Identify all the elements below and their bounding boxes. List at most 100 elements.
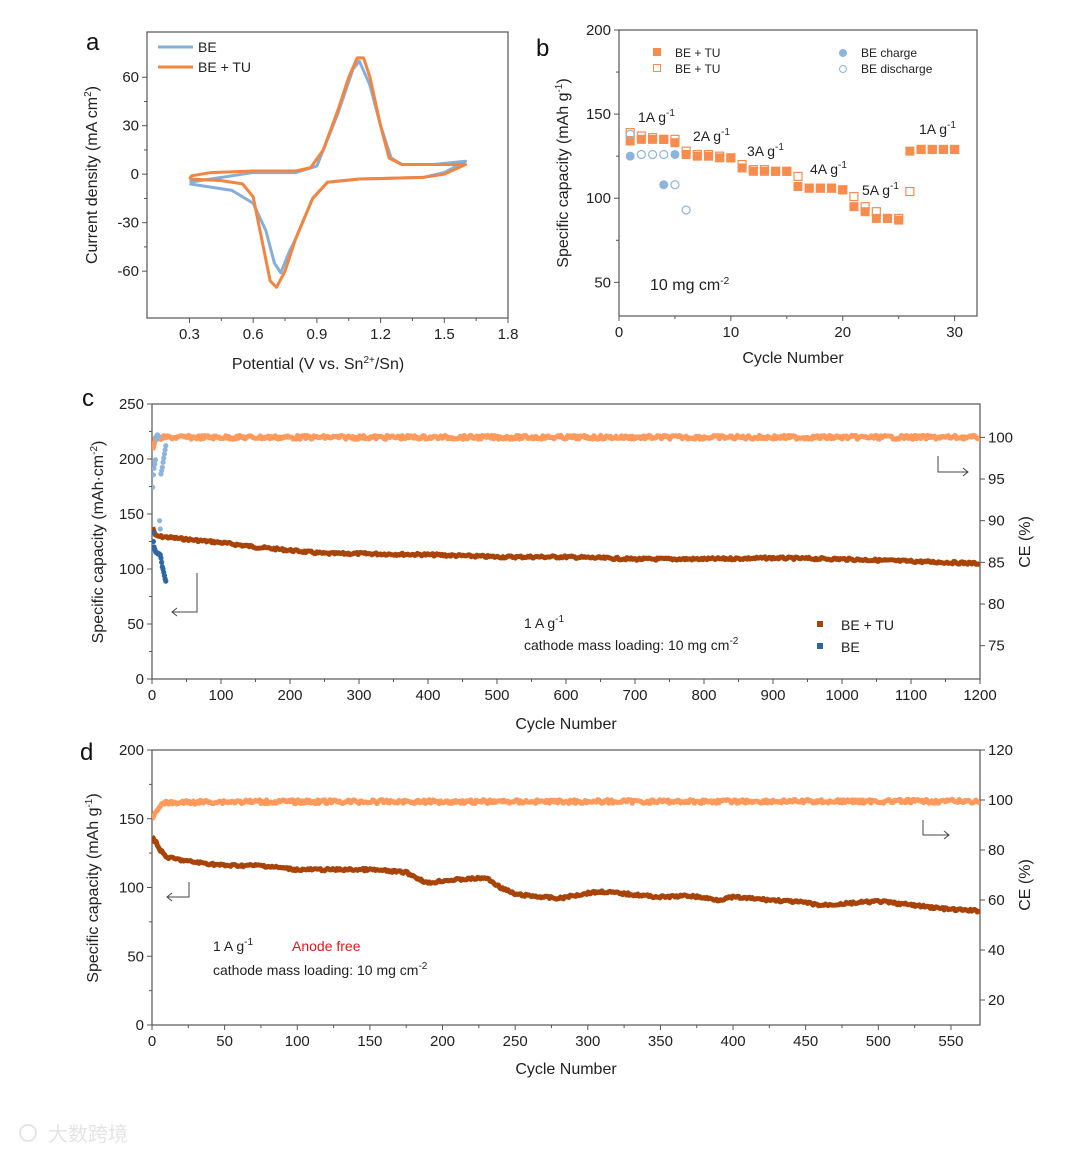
x-tick-label: 300 xyxy=(346,687,371,704)
x-tick-label: 1.5 xyxy=(434,326,455,343)
legend-marker-filled-circle xyxy=(839,49,847,57)
data-point xyxy=(838,185,848,195)
y-tick-label: 0 xyxy=(136,671,144,688)
y2-tick-label: 80 xyxy=(988,842,1005,859)
c-legend-be: BE xyxy=(841,639,860,655)
y-tick-label: 0 xyxy=(136,1017,144,1034)
legend-be-discharge: BE discharge xyxy=(861,62,933,76)
trace-be-tu-capacity xyxy=(152,526,980,567)
y-tick-label: 150 xyxy=(119,811,144,828)
data-point xyxy=(156,434,162,440)
series-group-a xyxy=(188,56,468,289)
data-point xyxy=(950,144,960,154)
right-axis-arrow-icon xyxy=(937,456,969,477)
rate-label-1: 1A g-1 xyxy=(638,108,675,125)
x-tick-label: 50 xyxy=(216,1033,233,1050)
data-point xyxy=(163,443,169,449)
data-point xyxy=(692,151,702,161)
y2-tick-label: 90 xyxy=(988,513,1005,530)
data-point xyxy=(152,484,156,490)
data-point xyxy=(158,555,164,561)
data-point xyxy=(160,459,166,465)
x-tick-label: 100 xyxy=(285,1033,310,1050)
x-tick-label: 400 xyxy=(721,1033,746,1050)
x-tick-label: 1000 xyxy=(825,687,858,704)
x-tick-label: 10 xyxy=(723,324,740,341)
data-point xyxy=(748,165,758,175)
c-loading-label: cathode mass loading: 10 mg cm-2 xyxy=(524,636,739,653)
legend-marker-open-square xyxy=(653,64,661,72)
y-tick-label: 50 xyxy=(127,616,144,633)
x-tick-label: 1100 xyxy=(895,687,927,704)
y2-tick-label: 20 xyxy=(988,992,1005,1009)
x-tick-label: 600 xyxy=(553,687,578,704)
trace-ce xyxy=(152,796,980,821)
data-point xyxy=(159,559,165,566)
anode-free-label: Anode free xyxy=(292,938,361,954)
x-tick-label: 300 xyxy=(575,1033,600,1050)
data-point xyxy=(670,180,680,190)
x-tick-label: 1200 xyxy=(963,687,996,704)
data-point xyxy=(916,144,926,154)
data-point xyxy=(938,144,948,154)
data-point xyxy=(726,153,736,163)
x-tick-label: 1.2 xyxy=(370,326,391,343)
data-point xyxy=(871,207,881,217)
data-point xyxy=(162,447,168,453)
legend-be-tu-charge: BE + TU xyxy=(675,46,720,60)
y2-tick-label: 100 xyxy=(988,792,1013,809)
y2-tick-label: 75 xyxy=(988,638,1005,655)
y-tick-label: 50 xyxy=(594,274,611,291)
data-point xyxy=(916,144,926,155)
plot-frame-b xyxy=(618,29,978,317)
data-point xyxy=(905,186,915,197)
data-point xyxy=(681,205,691,215)
data-point xyxy=(827,183,837,193)
y2-tick-label: 95 xyxy=(988,471,1005,488)
data-point xyxy=(161,455,167,461)
data-point xyxy=(648,134,658,144)
data-point xyxy=(883,213,892,223)
x-tick-label: 900 xyxy=(760,687,785,704)
data-point xyxy=(726,153,736,163)
data-point xyxy=(894,215,904,225)
data-point xyxy=(625,136,635,146)
x-tick-label: 200 xyxy=(277,687,302,704)
data-point xyxy=(647,149,658,160)
data-point xyxy=(152,461,158,467)
d-xlabel: Cycle Number xyxy=(515,1061,617,1078)
y-tick-label: 100 xyxy=(586,190,611,207)
y-tick-label: 200 xyxy=(119,451,144,468)
data-point xyxy=(152,457,159,463)
right-axis-arrow-icon xyxy=(922,820,950,840)
y2-tick-label: 85 xyxy=(988,554,1005,571)
data-point xyxy=(838,185,848,195)
series-group-c xyxy=(152,432,980,584)
x-tick-label: 0.3 xyxy=(179,326,200,343)
legend-marker-filled-square xyxy=(653,48,661,56)
data-point xyxy=(950,144,960,155)
data-point xyxy=(163,578,169,584)
watermark: 大数跨境 xyxy=(48,1122,128,1146)
data-point xyxy=(905,146,915,156)
data-point xyxy=(737,159,747,170)
x-tick-label: 350 xyxy=(648,1033,673,1050)
data-point xyxy=(782,166,792,176)
x-tick-label: 0.6 xyxy=(243,326,264,343)
data-point xyxy=(703,149,714,160)
legend-be-charge: BE charge xyxy=(861,46,917,60)
data-point xyxy=(759,166,769,176)
data-point xyxy=(659,149,669,160)
b-xlabel: Cycle Number xyxy=(742,350,844,367)
panel-label-a: a xyxy=(86,29,100,56)
x-tick-label: 0.9 xyxy=(306,326,327,343)
trace-capacity xyxy=(152,835,980,915)
c-ylabel: Specific capacity (mAh·cm-2) xyxy=(89,441,107,644)
y2-tick-label: 100 xyxy=(988,429,1013,446)
data-point xyxy=(860,202,870,212)
y-tick-label: 50 xyxy=(127,948,144,965)
panel-label-b: b xyxy=(536,35,549,62)
x-tick-label: 700 xyxy=(622,687,647,704)
y-tick-label: 200 xyxy=(586,22,611,39)
x-tick-label: 400 xyxy=(415,687,440,704)
